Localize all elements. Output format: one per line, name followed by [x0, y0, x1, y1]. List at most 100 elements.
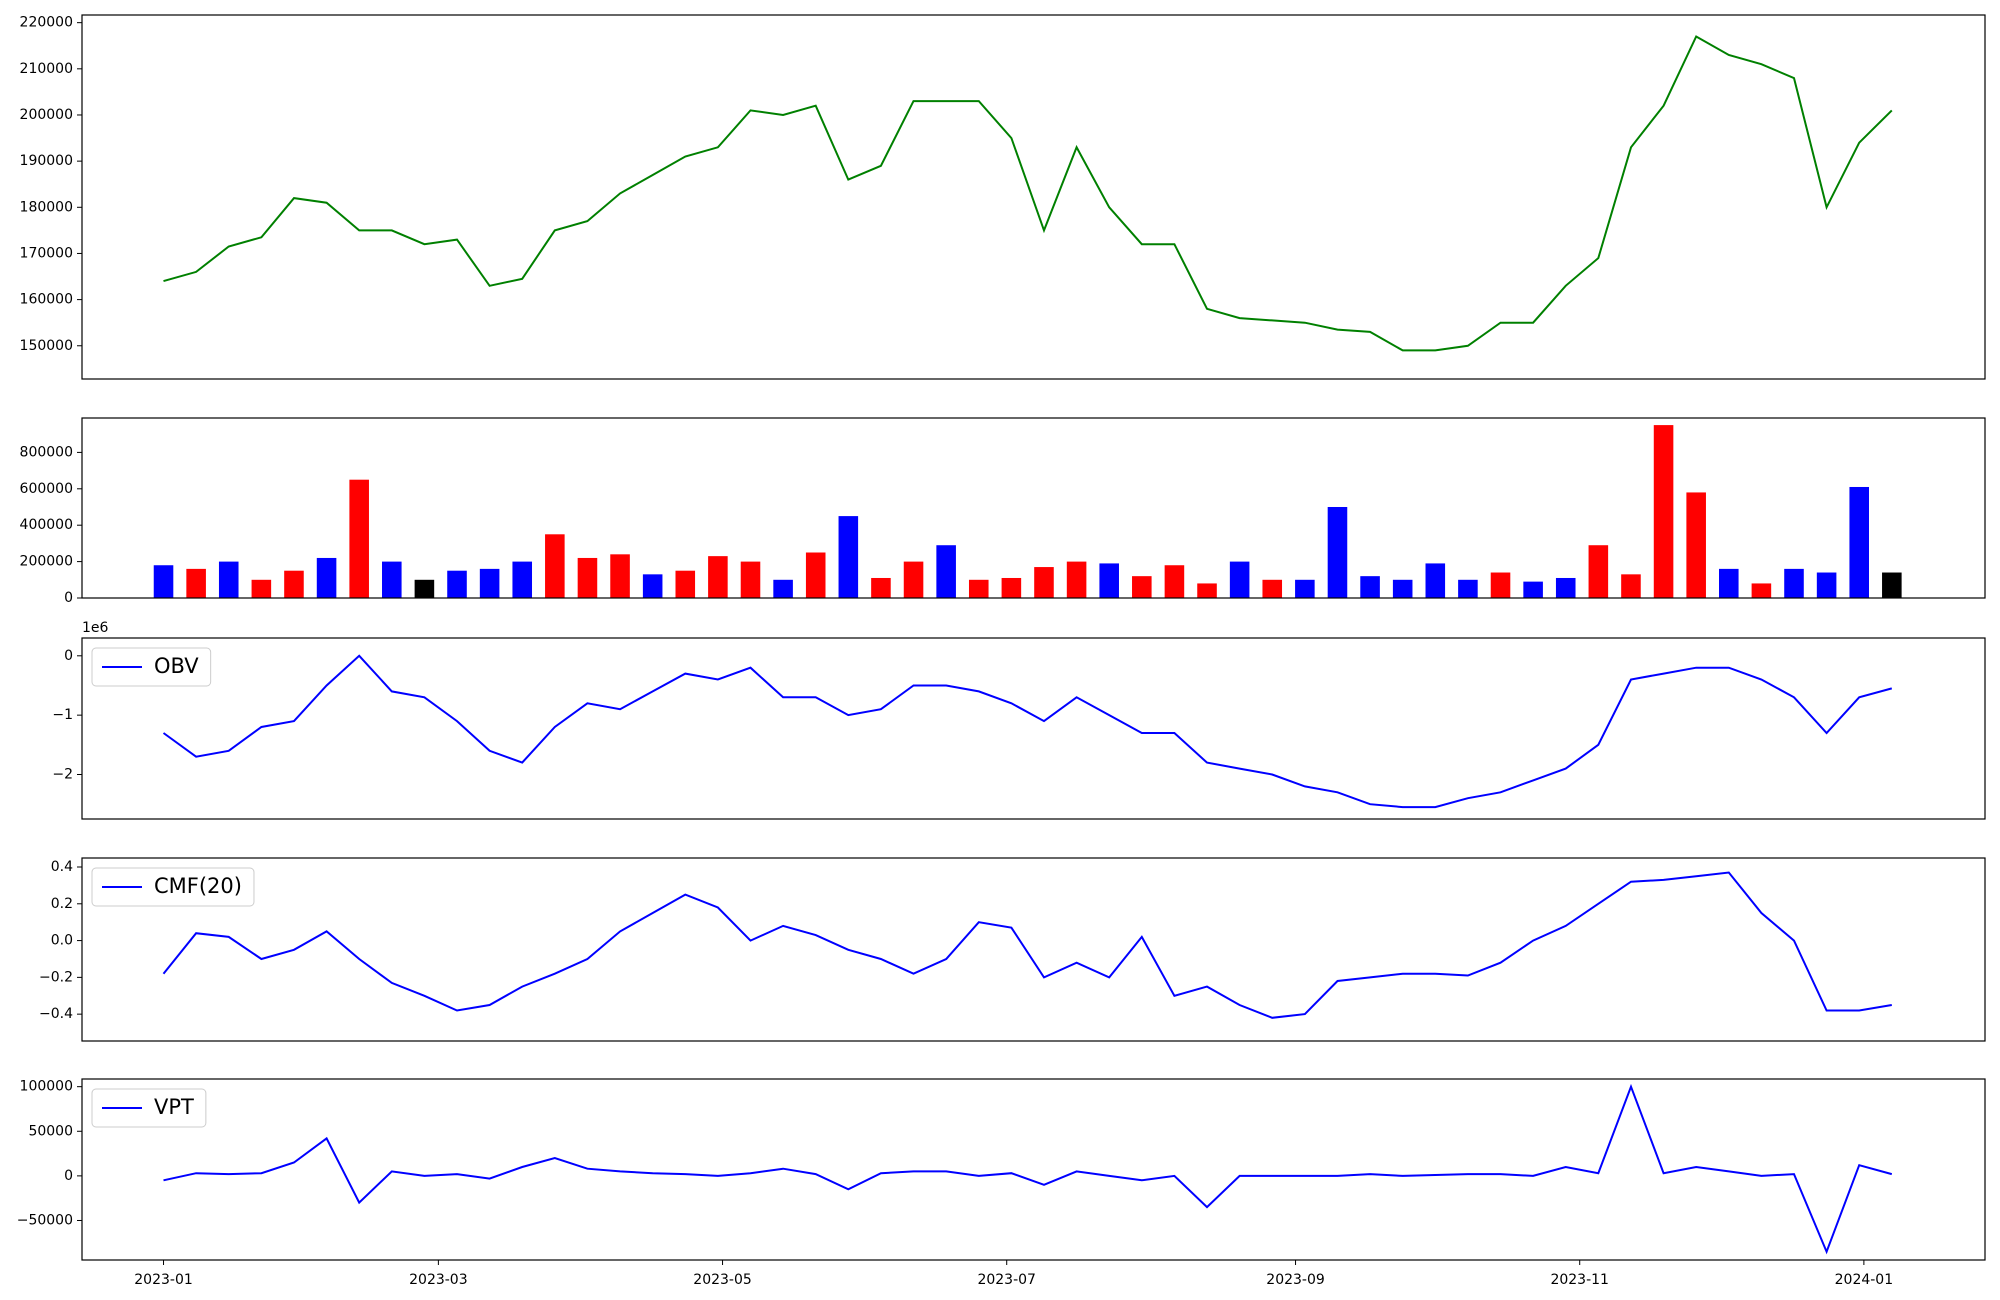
bar [1718, 568, 1739, 598]
axes-frame [81, 417, 1986, 599]
y-tick-label: 200000 [20, 107, 73, 123]
bar [1132, 576, 1152, 598]
bar [1034, 567, 1054, 598]
y-tick-label: 190000 [20, 153, 73, 169]
bar [1001, 577, 1022, 598]
legend: VPT [91, 1088, 207, 1128]
legend-box [91, 1088, 207, 1128]
y-tick-label: −50000 [17, 1212, 73, 1228]
bar [382, 561, 402, 598]
x-tick-label: 2023-01 [134, 1272, 193, 1288]
legend-box [91, 867, 255, 907]
legend: CMF(20) [91, 867, 255, 907]
legend-label: OBV [154, 654, 199, 678]
bar [1099, 563, 1119, 598]
bar [1392, 579, 1413, 598]
bar [1164, 565, 1185, 598]
x-tick-label: 2023-09 [1266, 1272, 1325, 1288]
y-tick-label: 100000 [20, 1079, 73, 1095]
bar [1686, 492, 1706, 598]
legend: OBV [91, 647, 212, 687]
data-line [163, 35, 1893, 352]
y-tick-label: 170000 [20, 245, 73, 261]
bar [284, 570, 304, 598]
bar [1229, 561, 1250, 598]
bar [1490, 572, 1511, 598]
bar [936, 545, 956, 598]
axes-frame [81, 637, 1986, 820]
y-tick-label: 210000 [20, 61, 73, 77]
data-line [162, 871, 1892, 1019]
axes-frame [81, 1078, 1986, 1261]
bar [218, 561, 239, 598]
y-tick-label: −0.2 [39, 969, 73, 985]
bar [1849, 486, 1870, 598]
bar [1784, 568, 1804, 598]
y-tick-label: 180000 [20, 199, 73, 215]
bar [1262, 579, 1283, 598]
x-tick-label: 2023-11 [1550, 1272, 1609, 1288]
y-tick-label: 0.2 [51, 896, 73, 912]
bar [577, 557, 598, 598]
y-tick-label: 0.4 [51, 859, 73, 875]
y-tick-label: 0 [64, 648, 73, 664]
bar [153, 565, 174, 598]
bar [545, 534, 565, 598]
x-tick-label: 2023-03 [409, 1272, 468, 1288]
bar [968, 579, 989, 598]
legend-label: VPT [154, 1095, 194, 1119]
bar [1751, 583, 1772, 598]
y-tick-label: 0.0 [51, 933, 73, 949]
y-tick-label: 220000 [20, 15, 73, 31]
bar [675, 570, 696, 598]
y-tick-label: 50000 [28, 1123, 73, 1139]
bar [1197, 583, 1217, 598]
bar [838, 516, 859, 598]
bar [1523, 581, 1543, 598]
y-tick-label: 800000 [20, 444, 73, 460]
y-tick-label: 0 [64, 1168, 73, 1184]
bar [805, 552, 826, 598]
bar [1816, 572, 1837, 598]
bar [610, 554, 630, 598]
bar [903, 561, 924, 598]
axis-offset-label: 1e6 [82, 620, 109, 636]
x-tick-label: 2024-01 [1835, 1272, 1894, 1288]
y-tick-label: −2 [52, 766, 73, 782]
bar [642, 574, 663, 598]
y-tick-label: 400000 [20, 517, 73, 533]
bar [1327, 506, 1348, 598]
axes-frame [81, 14, 1986, 380]
y-tick-label: 600000 [20, 481, 73, 497]
bar [447, 570, 467, 598]
y-tick-label: 160000 [20, 292, 73, 308]
data-line [162, 654, 1893, 809]
x-tick-label: 2023-07 [977, 1272, 1036, 1288]
bar [740, 561, 761, 598]
bar [186, 568, 206, 598]
bar [1425, 563, 1446, 598]
bar [1555, 577, 1576, 598]
bar [251, 579, 272, 598]
axes-frame [81, 857, 1986, 1042]
bar [1882, 572, 1902, 598]
legend-label: CMF(20) [154, 874, 242, 898]
bar [1653, 425, 1674, 598]
bar [1621, 574, 1641, 598]
y-tick-label: 0 [64, 590, 73, 606]
bar [414, 579, 435, 598]
y-tick-label: 200000 [20, 554, 73, 570]
x-tick-label: 2023-05 [693, 1272, 752, 1288]
bar [1588, 545, 1609, 598]
y-tick-label: −1 [52, 707, 73, 723]
bar [512, 561, 533, 598]
bar [1295, 579, 1315, 598]
legend-box [91, 647, 212, 687]
bar [708, 556, 728, 598]
data-line [163, 1083, 1893, 1255]
bar [316, 557, 337, 598]
y-tick-label: 150000 [20, 338, 73, 354]
bar [479, 568, 500, 598]
bar [1066, 561, 1087, 598]
